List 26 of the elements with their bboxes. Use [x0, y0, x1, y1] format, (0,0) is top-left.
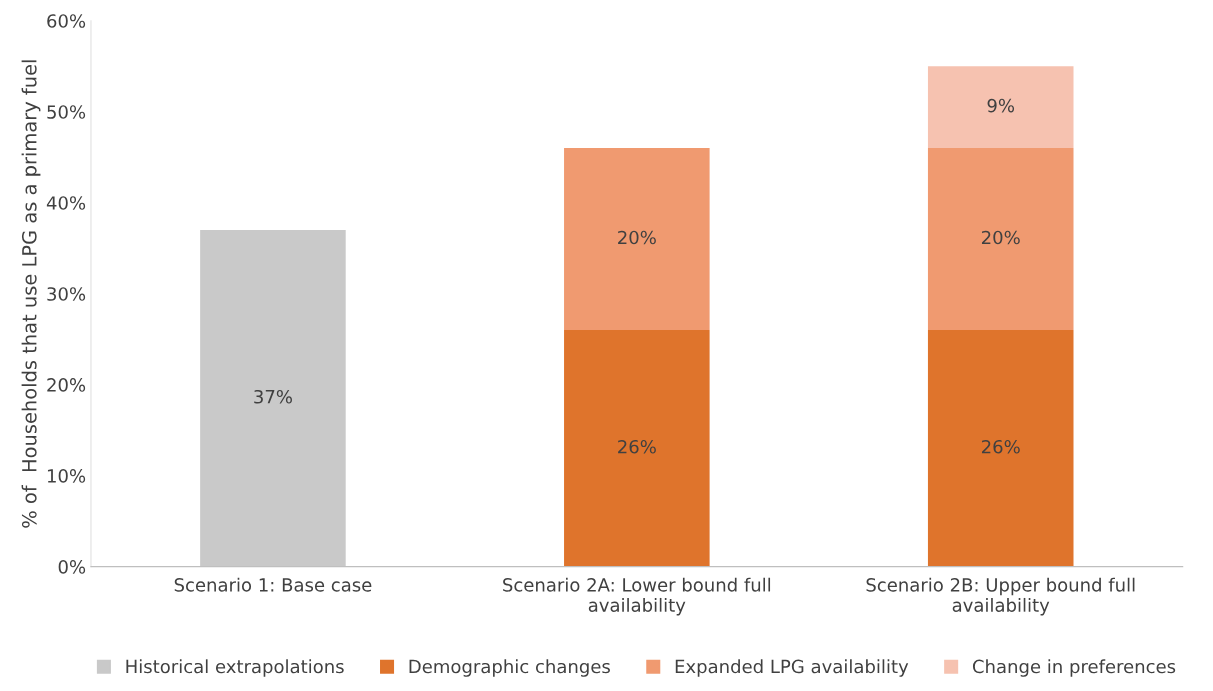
y-tick-label: 60% [47, 14, 86, 28]
bar [927, 330, 1074, 567]
bar [927, 148, 1074, 331]
bar [927, 66, 1074, 149]
data-label: 20% [618, 230, 656, 245]
bar [564, 330, 710, 567]
x-tick-label: Scenario 1: Base case [174, 577, 372, 592]
legend-label: Demographic changes [409, 659, 610, 677]
y-tick-label: 40% [46, 196, 86, 210]
data-label: 20% [981, 230, 1020, 245]
data-label: 9% [987, 98, 1015, 113]
y-axis-title: % of Households that use LPG as a primary fuel [21, 60, 41, 528]
data-label: 37% [254, 389, 292, 404]
bar [564, 148, 710, 331]
legend-label: Expanded LPG availability [675, 659, 909, 677]
data-label: 26% [981, 439, 1020, 454]
y-tick-label: 0% [58, 560, 86, 574]
data-label: 26% [618, 439, 656, 454]
x-tick-label: Scenario 2B: Upper bound full availability [866, 577, 1135, 616]
x-tick-label: Scenario 2A: Lower bound full availability [503, 577, 771, 616]
y-tick-label: 10% [47, 469, 86, 483]
y-tick-label: 30% [47, 287, 86, 301]
legend-label: Historical extrapolations [126, 659, 344, 677]
y-tick-label: 50% [47, 105, 86, 119]
legend-label: Change in preferences [972, 659, 1176, 677]
y-tick-label: 20% [47, 378, 86, 392]
